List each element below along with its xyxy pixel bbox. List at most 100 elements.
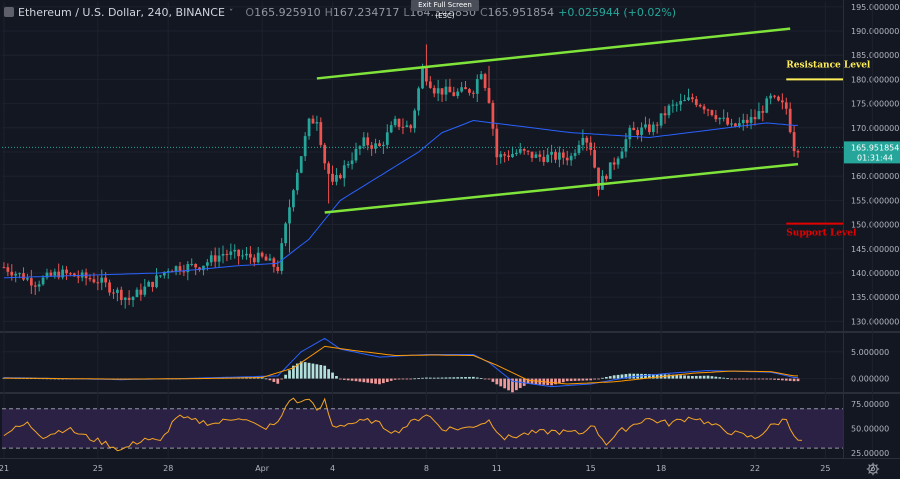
- macd-histogram-bar: [628, 373, 632, 379]
- candle-body: [667, 105, 671, 116]
- macd-histogram-bar: [573, 378, 577, 381]
- candle-body: [601, 175, 604, 190]
- candle-body: [640, 127, 643, 135]
- gear-icon[interactable]: [866, 462, 880, 476]
- macd-histogram-bar: [608, 376, 612, 379]
- candle-body: [76, 276, 80, 278]
- macd-histogram-bar: [475, 377, 479, 379]
- macd-histogram-bar: [346, 378, 350, 381]
- symbol-title[interactable]: Ethereum / U.S. Dollar, 240, BINANCE: [18, 6, 225, 19]
- candle-body: [468, 89, 471, 93]
- macd-histogram-bar: [362, 378, 366, 383]
- candle-body: [209, 255, 213, 263]
- macd-histogram-bar: [612, 375, 616, 379]
- candle-body: [123, 297, 127, 300]
- candle-body: [139, 289, 143, 295]
- macd-histogram-bar: [464, 377, 467, 379]
- high-label: H: [324, 6, 333, 19]
- macd-histogram-bar: [792, 378, 796, 382]
- candle-body: [385, 132, 389, 145]
- candle-body: [342, 165, 346, 179]
- candle-body: [409, 125, 413, 129]
- chevron-down-icon[interactable]: ˇ: [228, 9, 234, 19]
- candle-body: [57, 271, 61, 278]
- candle-body: [518, 149, 522, 153]
- macd-histogram-bar: [444, 377, 448, 379]
- candle-body: [749, 117, 753, 123]
- macd-histogram-bar: [366, 378, 370, 383]
- candle-body: [706, 109, 710, 111]
- candle-body: [675, 104, 679, 106]
- symbol-icon[interactable]: [4, 7, 14, 17]
- candle-body: [72, 273, 76, 277]
- macd-histogram-bar: [777, 378, 780, 381]
- x-tick-label: 2: [870, 464, 875, 473]
- candle-body: [174, 266, 178, 272]
- macd-histogram-bar: [397, 378, 401, 380]
- candle-body: [311, 118, 315, 124]
- macd-signal-line: [4, 345, 798, 385]
- candle-body: [182, 271, 186, 273]
- y-tick-label: 195.000000: [851, 3, 899, 12]
- macd-histogram-bar: [781, 378, 784, 381]
- candle-body: [45, 272, 49, 278]
- candle-body: [471, 92, 475, 94]
- candle-body: [511, 154, 514, 158]
- candle-body: [542, 156, 546, 162]
- candle-body: [276, 266, 280, 271]
- candle-body: [299, 156, 303, 173]
- candle-body: [687, 97, 690, 101]
- candle-body: [765, 98, 769, 113]
- macd-histogram-bar: [284, 374, 287, 379]
- macd-histogram-bar: [554, 378, 557, 385]
- macd-histogram-bar: [675, 374, 679, 379]
- candle-body: [730, 123, 733, 125]
- candle-body: [256, 252, 260, 263]
- candle-body: [65, 269, 68, 274]
- candle-body: [155, 275, 158, 288]
- candle-body: [773, 95, 776, 97]
- candle-body: [213, 255, 217, 262]
- change-value: +0.025944 (+0.02%): [558, 6, 677, 19]
- macd-histogram-bar: [734, 378, 737, 380]
- macd-histogram-bar: [585, 378, 589, 381]
- candle-body: [100, 277, 104, 283]
- moving-average-line: [3, 119, 798, 279]
- macd-histogram-bar: [651, 374, 655, 379]
- candle-body: [323, 144, 327, 164]
- macd-histogram-bar: [292, 365, 295, 379]
- candle-body: [393, 118, 397, 126]
- candle-body: [444, 86, 448, 95]
- candle-body: [581, 137, 585, 146]
- macd-histogram-bar: [307, 362, 311, 379]
- candle-body: [166, 270, 170, 272]
- candle-body: [530, 151, 534, 158]
- candle-body: [702, 106, 706, 110]
- candle-body: [350, 160, 354, 165]
- candle-body: [698, 104, 702, 107]
- candle-body: [354, 148, 358, 161]
- candle-body: [88, 278, 92, 280]
- x-tick-label: 21: [0, 464, 9, 473]
- candle-body: [374, 143, 377, 149]
- macd-histogram-bar: [382, 378, 385, 384]
- x-tick-label: 28: [163, 464, 173, 473]
- candle-body: [272, 258, 276, 267]
- candle-body: [757, 111, 761, 120]
- candle-body: [405, 125, 409, 128]
- macd-histogram-bar: [354, 378, 358, 382]
- candle-body: [421, 68, 424, 89]
- candle-body: [788, 108, 792, 133]
- macd-histogram-bar: [761, 378, 765, 380]
- candle-body: [389, 125, 393, 133]
- candle-body: [92, 279, 96, 283]
- macd-histogram-bar: [655, 374, 659, 379]
- candle-body: [112, 292, 115, 294]
- candle-body: [338, 175, 342, 179]
- candle-body: [495, 128, 499, 158]
- candle-body: [346, 164, 350, 166]
- macd-histogram-bar: [714, 376, 718, 379]
- macd-histogram-bar: [280, 378, 284, 380]
